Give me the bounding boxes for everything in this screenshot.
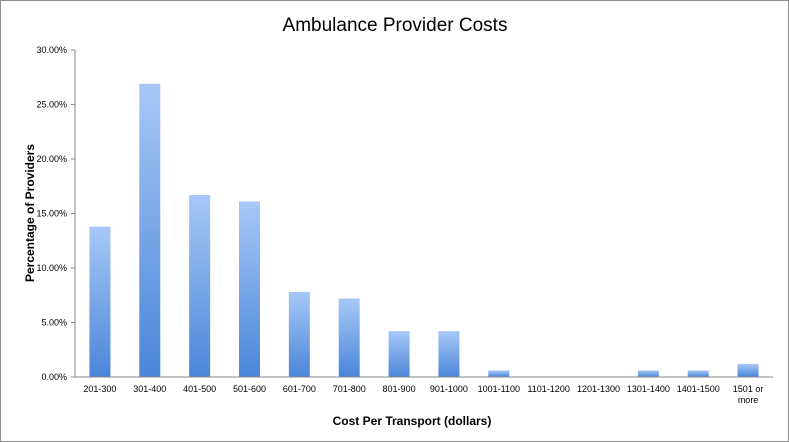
y-tick-label: 15.00%: [36, 209, 67, 219]
x-tick-label: 801-900: [383, 384, 416, 394]
bar: [687, 370, 709, 377]
x-tick-label: 301-400: [133, 384, 166, 394]
x-tick-label: 1301-1400: [627, 384, 670, 394]
x-tick-label: 1401-1500: [677, 384, 720, 394]
x-tick-label: 601-700: [283, 384, 316, 394]
bar: [488, 370, 510, 377]
x-tick-label: 401-500: [183, 384, 216, 394]
x-tick-label: 901-1000: [430, 384, 468, 394]
x-tick-label: 201-300: [83, 384, 116, 394]
x-axis-title: Cost Per Transport (dollars): [333, 414, 492, 428]
x-tick-label: 1201-1300: [577, 384, 620, 394]
x-tick-label: 501-600: [233, 384, 266, 394]
y-tick-label: 0.00%: [41, 372, 67, 382]
y-axis-title: Percentage of Providers: [23, 144, 37, 282]
bar: [89, 226, 111, 377]
bar: [338, 298, 360, 377]
bar: [637, 370, 659, 377]
y-tick-label: 5.00%: [41, 318, 67, 328]
chart-title: Ambulance Provider Costs: [283, 15, 508, 36]
bar: [388, 331, 410, 377]
x-tick-label: 701-800: [333, 384, 366, 394]
bar: [288, 291, 310, 377]
y-tick-label: 20.00%: [36, 154, 67, 164]
bar: [737, 363, 759, 377]
x-tick-label: 1001-1100: [478, 384, 520, 394]
bar: [139, 83, 161, 377]
bar: [438, 331, 460, 377]
y-tick-label: 10.00%: [36, 263, 67, 273]
bar: [239, 201, 260, 377]
y-tick-label: 25.00%: [36, 100, 67, 110]
y-tick-label: 30.00%: [36, 45, 67, 55]
bar: [189, 194, 211, 377]
x-tick-label: 1501 or more: [733, 384, 764, 405]
x-tick-label: 1101-1200: [527, 384, 569, 394]
